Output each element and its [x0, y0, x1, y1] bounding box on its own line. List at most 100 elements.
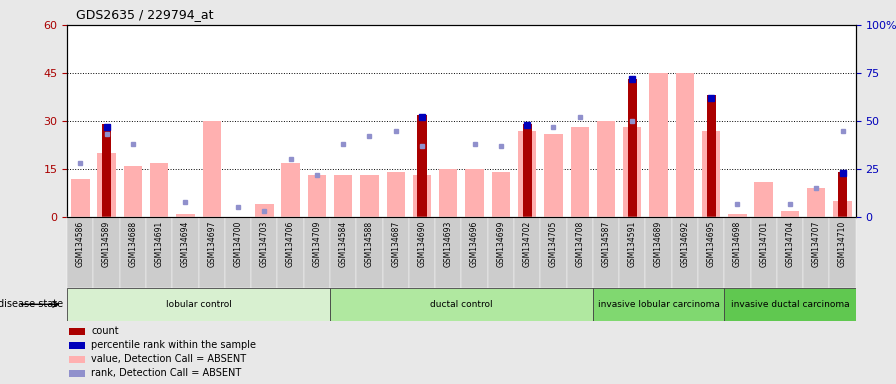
Text: GSM134704: GSM134704 [786, 220, 795, 267]
Bar [177, 214, 194, 217]
Bar [751, 217, 777, 288]
Bar [67, 288, 330, 321]
Bar [698, 217, 724, 288]
Bar [780, 210, 799, 217]
Text: GSM134706: GSM134706 [286, 220, 295, 267]
Bar [702, 131, 720, 217]
Bar [724, 217, 751, 288]
Bar [281, 162, 300, 217]
Bar [514, 217, 540, 288]
Text: GSM134710: GSM134710 [838, 220, 847, 267]
Text: GSM134703: GSM134703 [260, 220, 269, 267]
Bar [251, 217, 278, 288]
Text: GSM134693: GSM134693 [444, 220, 452, 267]
Bar [146, 217, 172, 288]
Bar [724, 288, 856, 321]
Bar [360, 175, 379, 217]
Bar [383, 217, 409, 288]
Bar [754, 182, 773, 217]
Text: GSM134688: GSM134688 [128, 220, 137, 266]
Bar [645, 217, 672, 288]
Bar [124, 166, 142, 217]
Bar [439, 169, 458, 217]
Bar [597, 121, 616, 217]
Bar [150, 162, 168, 217]
Bar [830, 217, 856, 288]
Bar [707, 95, 716, 217]
Bar [518, 131, 537, 217]
Text: GSM134695: GSM134695 [707, 220, 716, 267]
Bar [571, 127, 589, 217]
Bar [307, 175, 326, 217]
Bar [67, 217, 93, 288]
Text: disease state: disease state [0, 299, 63, 310]
Text: GSM134584: GSM134584 [339, 220, 348, 267]
Bar [566, 217, 593, 288]
Bar [172, 217, 199, 288]
Bar [487, 217, 514, 288]
Bar [69, 328, 84, 335]
Bar [413, 175, 431, 217]
Bar [540, 217, 566, 288]
Text: ductal control: ductal control [430, 300, 493, 309]
Bar [593, 288, 724, 321]
Text: GSM134689: GSM134689 [654, 220, 663, 267]
Text: GSM134708: GSM134708 [575, 220, 584, 267]
Text: percentile rank within the sample: percentile rank within the sample [91, 340, 256, 350]
Bar [409, 217, 435, 288]
Bar [202, 121, 221, 217]
Bar [278, 217, 304, 288]
Text: GSM134691: GSM134691 [155, 220, 164, 267]
Text: GSM134589: GSM134589 [102, 220, 111, 267]
Text: GSM134702: GSM134702 [522, 220, 531, 267]
Text: GSM134700: GSM134700 [234, 220, 243, 267]
Bar [522, 124, 531, 217]
Bar [461, 217, 487, 288]
Text: GDS2635 / 229794_at: GDS2635 / 229794_at [76, 8, 213, 21]
Text: GSM134709: GSM134709 [313, 220, 322, 267]
Text: GSM134690: GSM134690 [418, 220, 426, 267]
Bar [544, 134, 563, 217]
Bar [593, 217, 619, 288]
Text: GSM134591: GSM134591 [628, 220, 637, 267]
Text: GSM134696: GSM134696 [470, 220, 479, 267]
Text: GSM134707: GSM134707 [812, 220, 821, 267]
Text: GSM134586: GSM134586 [76, 220, 85, 267]
Bar [803, 217, 830, 288]
Text: GSM134697: GSM134697 [207, 220, 216, 267]
Bar [838, 172, 847, 217]
Bar [672, 217, 698, 288]
Bar [102, 124, 111, 217]
Bar [619, 217, 645, 288]
Bar [465, 169, 484, 217]
Bar [330, 217, 357, 288]
Text: invasive lobular carcinoma: invasive lobular carcinoma [598, 300, 719, 309]
Bar [330, 288, 593, 321]
Bar [334, 175, 352, 217]
Bar [833, 201, 852, 217]
Text: GSM134687: GSM134687 [392, 220, 401, 267]
Bar [304, 217, 330, 288]
Bar [492, 172, 510, 217]
Bar [69, 356, 84, 362]
Bar [98, 153, 116, 217]
Bar [650, 73, 668, 217]
Text: GSM134588: GSM134588 [365, 220, 374, 266]
Text: GSM134701: GSM134701 [759, 220, 768, 267]
Bar [628, 79, 637, 217]
Bar [777, 217, 803, 288]
Text: GSM134699: GSM134699 [496, 220, 505, 267]
Bar [435, 217, 461, 288]
Text: GSM134694: GSM134694 [181, 220, 190, 267]
Bar [418, 114, 426, 217]
Bar [71, 179, 90, 217]
Bar [386, 172, 405, 217]
Bar [728, 214, 746, 217]
Text: GSM134698: GSM134698 [733, 220, 742, 267]
Text: GSM134587: GSM134587 [601, 220, 610, 267]
Bar [69, 342, 84, 349]
Text: value, Detection Call = ABSENT: value, Detection Call = ABSENT [91, 354, 246, 364]
Bar [255, 204, 273, 217]
Text: GSM134692: GSM134692 [680, 220, 689, 267]
Text: count: count [91, 326, 118, 336]
